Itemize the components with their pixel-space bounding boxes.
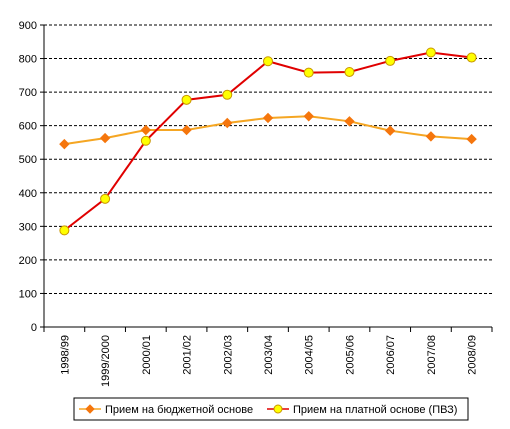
legend-marker-budget (85, 404, 95, 414)
legend-item-budget: Прием на бюджетной основе (79, 404, 253, 416)
data-point (59, 225, 70, 236)
y-tick-label: 200 (19, 255, 37, 267)
y-tick-label: 400 (19, 188, 37, 200)
y-tick-label: 0 (31, 322, 37, 334)
series-markers (59, 47, 477, 236)
x-tick-label: 2008/09 (467, 335, 479, 375)
data-point (263, 56, 273, 67)
data-point (385, 55, 396, 66)
data-point (425, 47, 436, 58)
series-line-1 (63, 51, 472, 232)
data-point (384, 125, 396, 136)
y-tick-label: 800 (19, 54, 37, 66)
data-point (262, 112, 274, 124)
data-point (466, 133, 477, 145)
y-axis: 0 100 200 300 400 500 600 700 800 900 (19, 20, 45, 334)
x-tick-label: 2004/05 (304, 335, 316, 375)
data-point (140, 135, 151, 146)
legend-item-paid: Прием на платной основе (ПВЗ) (267, 404, 457, 416)
legend-label-budget: Прием на бюджетной основе (105, 404, 253, 416)
y-tick-label: 900 (19, 20, 37, 32)
data-point (181, 124, 192, 136)
data-point (344, 66, 355, 77)
x-tick-label: 2003/04 (263, 335, 275, 375)
y-tick-label: 300 (19, 221, 37, 233)
x-tick-label: 2005/06 (344, 335, 356, 375)
y-tick-label: 500 (19, 154, 37, 166)
data-point (303, 111, 314, 122)
data-point (59, 138, 70, 150)
data-point (99, 132, 111, 144)
legend-marker-paid (273, 404, 283, 414)
x-tick-label: 2007/08 (426, 335, 438, 375)
x-tick-label: 1998/99 (59, 335, 71, 375)
legend: Прием на бюджетной основе Прием на платн… (73, 397, 469, 421)
series-lines (63, 51, 472, 232)
y-tick-label: 100 (19, 288, 37, 300)
x-tick-label: 1999/2000 (100, 335, 112, 387)
data-point (222, 117, 233, 129)
data-point (466, 52, 477, 63)
x-tick-label: 2000/01 (141, 335, 153, 375)
data-point (100, 193, 111, 204)
x-tick-label: 2006/07 (385, 335, 397, 375)
data-point (344, 116, 355, 127)
y-tick-label: 600 (19, 121, 37, 133)
data-point (425, 131, 437, 142)
legend-label-paid: Прием на платной основе (ПВЗ) (293, 404, 457, 416)
data-point (303, 67, 314, 78)
data-point (222, 89, 233, 100)
y-tick-label: 700 (19, 87, 37, 99)
x-tick-label: 2002/03 (222, 335, 234, 375)
x-tick-label: 2001/02 (182, 335, 194, 375)
data-point (140, 124, 152, 136)
data-point (181, 94, 192, 105)
x-axis: 1998/99 1999/2000 2000/01 2001/02 2002/03 200… (43, 326, 493, 387)
